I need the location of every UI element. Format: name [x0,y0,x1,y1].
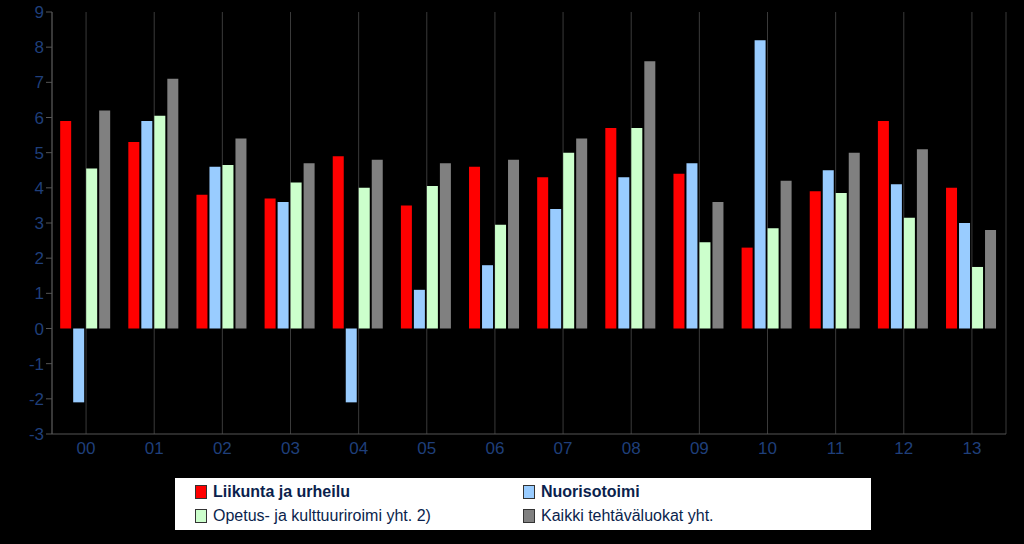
svg-text:8: 8 [35,38,44,57]
svg-text:02: 02 [213,439,232,458]
svg-text:03: 03 [281,439,300,458]
svg-text:-1: -1 [29,355,44,374]
html-text:Opetus- ja kulttuuriroimi yht.: Opetus- ja kulttuuriroimi yht. 2) [213,507,431,524]
svg-text:13: 13 [962,439,981,458]
svg-text:5: 5 [35,144,44,163]
html-text:Kaikki tehtäväluokat yht.: Kaikki tehtäväluokat yht. [541,507,714,524]
svg-text:6: 6 [35,109,44,128]
svg-text:9: 9 [35,3,44,22]
svg-text:04: 04 [349,439,368,458]
svg-text:08: 08 [622,439,641,458]
svg-text:-2: -2 [29,390,44,409]
svg-text:0: 0 [35,320,44,339]
svg-text:05: 05 [417,439,436,458]
svg-text:09: 09 [690,439,709,458]
html-text:Nuorisotoimi: Nuorisotoimi [541,483,640,500]
svg-text:07: 07 [554,439,573,458]
svg-text:1: 1 [35,284,44,303]
svg-text:4: 4 [35,179,44,198]
svg-text:-3: -3 [29,425,44,444]
html-text:Liikunta ja urheilu: Liikunta ja urheilu [213,483,350,500]
svg-text:11: 11 [827,439,845,458]
svg-text:2: 2 [35,249,44,268]
svg-text:01: 01 [145,439,164,458]
svg-text:06: 06 [485,439,504,458]
svg-text:00: 00 [77,439,96,458]
svg-text:10: 10 [758,439,777,458]
svg-text:12: 12 [894,439,913,458]
svg-text:3: 3 [35,214,44,233]
svg-text:7: 7 [35,73,44,92]
